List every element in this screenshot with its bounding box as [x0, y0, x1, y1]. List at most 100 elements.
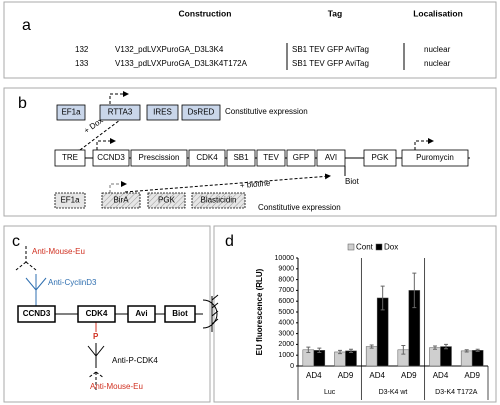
error-bar	[306, 346, 311, 353]
error-bar	[401, 344, 406, 355]
box-label: DsRED	[188, 108, 215, 117]
y-tick-label: 1000	[278, 352, 294, 359]
box-label: CDK4	[196, 153, 218, 162]
error-bar	[444, 343, 448, 350]
table-cell: V133_pdLVXPuroGA_D3L3K4T172A	[115, 59, 248, 68]
y-tick-label: 3000	[278, 330, 294, 337]
panel-label: a	[22, 17, 31, 34]
error-bar	[412, 272, 417, 309]
table-cell: 132	[75, 45, 89, 54]
bar	[429, 347, 441, 367]
error-bar	[464, 349, 469, 353]
error-bar	[317, 347, 322, 353]
box	[99, 104, 141, 121]
promoter-arrow	[109, 181, 127, 193]
legend-swatch	[347, 243, 355, 251]
y-tick-label: 2000	[278, 341, 294, 348]
arrow	[124, 173, 331, 193]
header: Localisation	[413, 8, 463, 18]
y-tick-label: 8000	[278, 276, 294, 283]
label: P	[93, 332, 99, 341]
note: Constitutive expression	[258, 203, 341, 212]
promoter-arrow	[414, 138, 434, 150]
box-label: CDK4	[86, 309, 108, 318]
box	[92, 149, 130, 167]
box	[17, 305, 56, 323]
box-label: Avi	[135, 309, 147, 318]
box-label: CCND3	[97, 153, 125, 162]
y-tick-label: 10000	[275, 255, 295, 262]
header: Construction	[179, 8, 232, 18]
y-tick-label: 5000	[278, 309, 294, 316]
box	[164, 305, 196, 323]
box	[130, 149, 188, 167]
annotation: Biot	[345, 177, 360, 186]
label: Anti-Mouse-Eu	[90, 382, 143, 391]
panel-frame	[3, 1, 497, 79]
x-tick-label: AD4	[369, 371, 385, 380]
box	[363, 149, 397, 167]
bar	[345, 350, 357, 367]
panel-frame	[3, 225, 211, 403]
box	[54, 192, 86, 209]
y-tick-label: 9000	[278, 266, 294, 273]
x-tick-label: AD4	[433, 371, 449, 380]
antibody	[25, 274, 47, 307]
table-cell: SB1 TEV GFP AviTag	[292, 45, 369, 54]
y-tick-label: 4000	[278, 320, 294, 327]
error-bar	[475, 348, 480, 352]
label: Anti-Mouse-Eu	[32, 247, 85, 256]
panel-label: c	[12, 233, 20, 250]
bar	[440, 346, 452, 367]
y-tick-label: 6000	[278, 298, 294, 305]
annotation: + biotine	[240, 178, 272, 190]
box-label: SB1	[233, 153, 249, 162]
surface	[211, 294, 219, 332]
box-label: IRES	[153, 108, 172, 117]
box-label: EF1a	[60, 196, 80, 205]
box	[256, 149, 286, 167]
y-axis-label: EU fluorescence (RLU)	[255, 268, 264, 355]
table-cell: V132_pdLVXPuroGA_D3L3K4	[115, 45, 224, 54]
error-bar	[433, 345, 437, 350]
legend-swatch	[375, 243, 383, 251]
antibody	[87, 343, 105, 368]
box	[401, 149, 469, 167]
y-tick-label: 7000	[278, 287, 294, 294]
box	[147, 192, 186, 209]
box	[77, 305, 116, 323]
panel-label: b	[18, 95, 27, 112]
table-cell: nuclear	[424, 45, 451, 54]
bar	[365, 346, 378, 367]
panel-label: d	[225, 233, 234, 250]
table-cell: 133	[75, 59, 89, 68]
box-label: BirA	[113, 196, 129, 205]
box-label: TEV	[263, 153, 279, 162]
streptavidin	[202, 299, 218, 329]
box-label: TRE	[62, 153, 78, 162]
header: Tag	[328, 8, 342, 18]
error-bar	[338, 349, 342, 355]
legend-label: Dox	[384, 243, 398, 252]
table-cell: SB1 TEV GFP AviTag	[292, 59, 369, 68]
box-label: PGK	[372, 153, 390, 162]
box	[181, 104, 221, 121]
box-label: Biot	[172, 309, 188, 318]
box-label: CCND3	[23, 309, 51, 318]
error-bar	[369, 344, 374, 349]
x-tick-label: AD9	[401, 371, 417, 380]
box-label: RTTA3	[108, 108, 133, 117]
antibody	[15, 246, 37, 271]
x-tick-label: AD9	[464, 371, 480, 380]
box	[316, 149, 346, 167]
box	[146, 104, 179, 121]
label: Anti-CyclinD3	[48, 278, 97, 287]
box-label: Puromycin	[416, 153, 454, 162]
note: Constitutive expression	[225, 107, 308, 116]
box-label: EF1a	[61, 108, 81, 117]
error-bar	[380, 285, 385, 311]
group-label: Luc	[324, 389, 336, 396]
box-label: Prescission	[139, 153, 180, 162]
box-label: AVI	[325, 153, 337, 162]
